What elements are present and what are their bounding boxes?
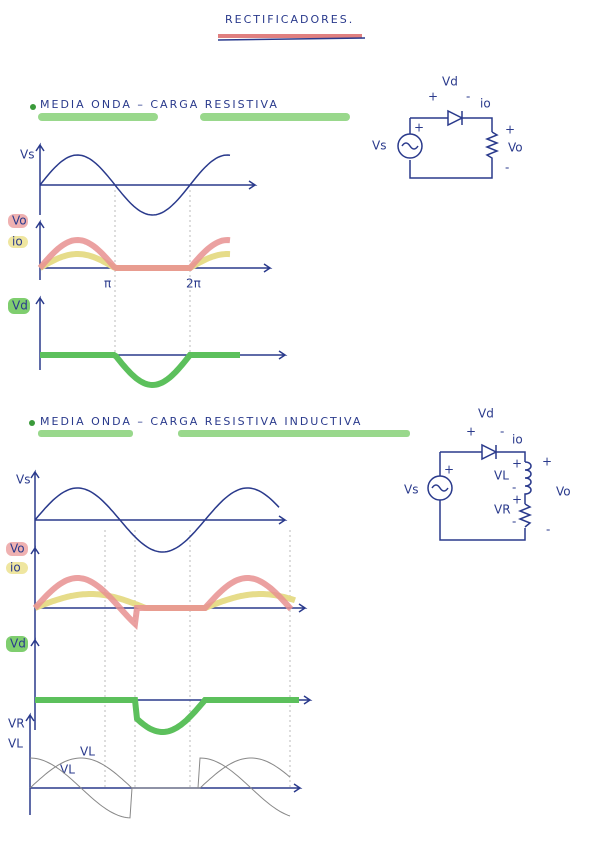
circuit-label: VL [494, 469, 509, 483]
label: io [12, 235, 23, 249]
circuit-label: Vs [372, 139, 386, 153]
circuit-label: + [466, 425, 476, 439]
circuit-label: - [546, 523, 550, 537]
circuit-label: + [505, 123, 515, 137]
bullet [29, 420, 35, 426]
wave-vo [37, 236, 231, 271]
circuit-label: Vd [478, 407, 494, 421]
circuit-label: + [414, 121, 424, 135]
circuit-label: + [512, 493, 522, 507]
label: Vs [16, 473, 30, 487]
highlight [6, 562, 28, 574]
axis [35, 219, 273, 280]
label: Vd [12, 299, 28, 313]
circuit-label: - [512, 515, 516, 529]
tick-label: 2π [186, 277, 201, 291]
circuit-label: Vd [442, 75, 458, 89]
title: RECTIFICADORES. [225, 13, 354, 26]
highlight [38, 430, 133, 437]
axis [30, 469, 288, 552]
highlight [8, 214, 28, 228]
circuit-label: Vs [404, 483, 418, 497]
circuit-label: + [512, 457, 522, 471]
axis [35, 295, 288, 370]
highlight [178, 430, 410, 437]
circuit-label: + [444, 463, 454, 477]
label: Vs [20, 148, 34, 162]
axis [25, 712, 303, 815]
tick-label: π [104, 277, 111, 291]
wave-vs [39, 154, 231, 216]
circuit-label: - [466, 90, 470, 104]
circuit [397, 109, 500, 179]
axis [35, 142, 258, 215]
label: VR [8, 717, 25, 731]
section-heading: MEDIA ONDA – CARGA RESISTIVA [40, 98, 279, 111]
circuit-label: Vo [556, 485, 571, 499]
waveforms [25, 469, 313, 819]
axis [30, 545, 308, 640]
highlight [200, 113, 350, 121]
circuit-label: + [428, 90, 438, 104]
title-underline-ink [217, 37, 366, 41]
section-heading: MEDIA ONDA – CARGA RESISTIVA INDUCTIVA [40, 415, 362, 428]
circuit-label: - [505, 161, 509, 175]
circuit-label: + [542, 455, 552, 469]
circuit-label: - [512, 481, 516, 495]
wave-vd [35, 697, 299, 735]
wave-vo [32, 575, 294, 631]
label: Vd [10, 637, 26, 651]
wave-label: VL [60, 763, 75, 777]
bullet [30, 104, 36, 110]
circuit-label: VR [494, 503, 511, 517]
label: Vo [10, 542, 25, 556]
wave-vd [40, 352, 240, 389]
label: VL [8, 737, 23, 751]
highlight [38, 113, 158, 121]
circuit-label: io [512, 433, 523, 447]
waveforms [35, 142, 288, 389]
label: Vo [12, 214, 27, 228]
circuit-label: io [480, 97, 491, 111]
highlight [8, 236, 28, 248]
label: io [10, 561, 21, 575]
circuit-label: Vo [508, 141, 523, 155]
highlight [8, 298, 30, 314]
wave-vl [29, 757, 291, 819]
highlight [6, 636, 28, 652]
wave-vs [34, 487, 280, 553]
circuit [427, 443, 533, 541]
circuit-label: - [500, 425, 504, 439]
wave-label: VL [80, 745, 95, 759]
axis [30, 637, 313, 730]
highlight [6, 542, 28, 556]
